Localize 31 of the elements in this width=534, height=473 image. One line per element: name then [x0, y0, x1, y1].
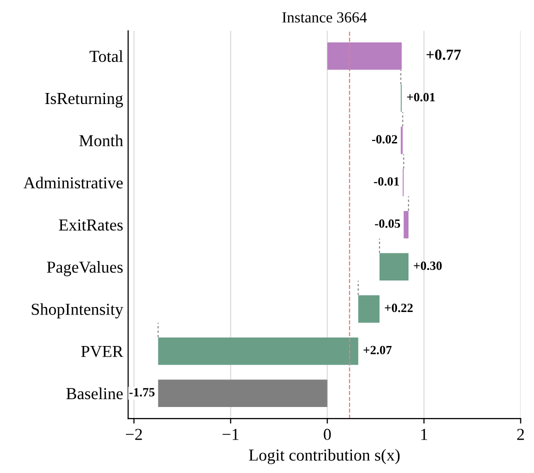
bar: [327, 42, 402, 70]
y-tick-label: PageValues: [46, 261, 123, 276]
data-label: +0.22: [384, 304, 413, 312]
y-tick-label: Administrative: [23, 176, 123, 188]
x-tick-label: −1: [222, 428, 238, 440]
data-label: +0.01: [407, 92, 435, 102]
x-axis-title: Logit contribution s(x): [248, 448, 400, 464]
data-label: -0.05: [374, 219, 400, 228]
data-label: -0.02: [372, 135, 398, 144]
data-label: +0.30: [414, 262, 442, 270]
x-tick-label: 0: [324, 428, 331, 440]
y-tick-label: Baseline: [66, 388, 123, 400]
x-tick-label: −2: [126, 428, 142, 440]
bar: [158, 380, 328, 408]
data-label: +0.77: [426, 50, 461, 60]
y-tick-label: ExitRates: [58, 219, 123, 231]
bar: [404, 210, 409, 238]
chart-title: Instance 3664: [282, 12, 367, 23]
y-tick-label: Month: [79, 134, 124, 146]
y-tick-label: Total: [90, 50, 123, 62]
y-tick-label: IsReturning: [45, 92, 123, 108]
bar: [158, 337, 358, 365]
y-tick-label: ShopIntensity: [32, 303, 124, 318]
x-tick-label: 2: [517, 428, 524, 440]
data-label: -0.01: [374, 177, 399, 186]
data-label: -1.75: [129, 388, 155, 396]
bar: [358, 295, 380, 323]
y-tick-label: PVER: [81, 346, 124, 358]
data-label: +2.07: [364, 346, 392, 354]
bar: [380, 253, 409, 281]
x-tick-label: 1: [421, 428, 428, 440]
